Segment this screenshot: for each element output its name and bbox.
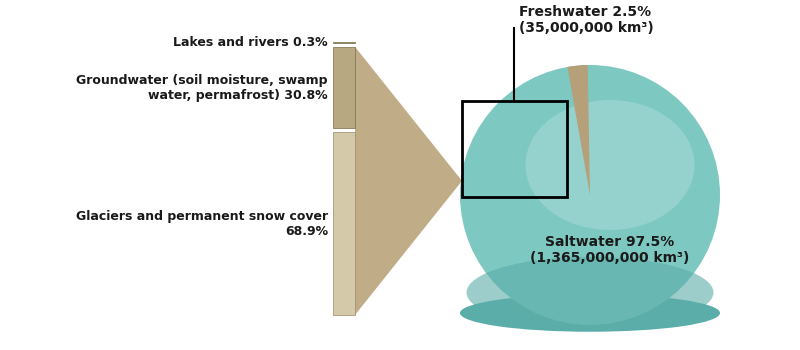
- Bar: [462, 102, 566, 197]
- Ellipse shape: [460, 294, 720, 332]
- Ellipse shape: [526, 100, 694, 230]
- Text: Groundwater (soil moisture, swamp
water, permafrost) 30.8%: Groundwater (soil moisture, swamp water,…: [77, 74, 328, 102]
- Text: Saltwater 97.5%
(1,365,000,000 km³): Saltwater 97.5% (1,365,000,000 km³): [530, 235, 690, 265]
- Ellipse shape: [466, 257, 714, 328]
- Polygon shape: [355, 47, 462, 315]
- Bar: [333, 132, 355, 315]
- Bar: [333, 47, 355, 128]
- Text: Glaciers and permanent snow cover
68.9%: Glaciers and permanent snow cover 68.9%: [76, 210, 328, 238]
- Circle shape: [460, 65, 720, 325]
- Bar: [333, 42, 355, 43]
- Text: Lakes and rivers 0.3%: Lakes and rivers 0.3%: [174, 36, 328, 49]
- Polygon shape: [567, 65, 590, 195]
- Text: Freshwater 2.5%
(35,000,000 km³): Freshwater 2.5% (35,000,000 km³): [519, 5, 654, 35]
